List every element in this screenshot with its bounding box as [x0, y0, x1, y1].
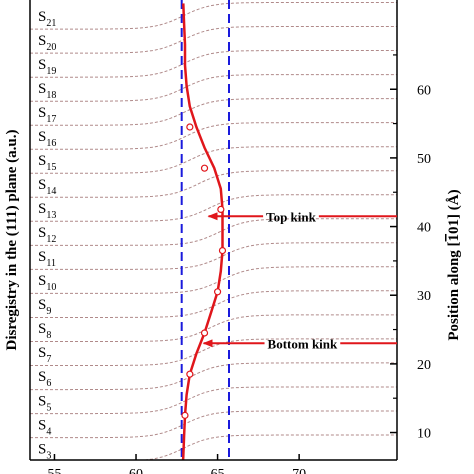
dislocation-marker [186, 370, 194, 378]
kink-annotation-label: Top kink [266, 209, 317, 224]
dislocation-line [181, 3, 227, 460]
slice-label: S12 [38, 225, 56, 245]
disregistry-curve [30, 266, 397, 294]
reference-lines [180, 0, 230, 460]
disregistry-curve [30, 146, 397, 174]
y-axis-label-left: Disregistry in the (111) plane (a.u.) [4, 130, 20, 351]
x-tick-label: 60 [129, 467, 143, 474]
x-tick-label: 55 [47, 467, 61, 474]
slice-label: S21 [38, 9, 56, 29]
y-tick-label: 60 [417, 83, 431, 98]
dislocation-marker [218, 246, 227, 255]
x-tick-label: 70 [292, 467, 306, 474]
y-axis-label-right: Position along [101] (Å) [446, 189, 462, 340]
disregistry-curve [30, 26, 397, 54]
slice-label: S6 [38, 369, 51, 389]
disregistry-curve [30, 98, 397, 126]
y-tick-label: 40 [417, 221, 431, 236]
slice-label: S19 [38, 57, 56, 77]
dislocation-line-path [181, 3, 224, 460]
disregistry-curve [30, 170, 397, 198]
slice-label: S11 [38, 249, 56, 269]
disregistry-curve [30, 362, 397, 391]
slice-label: S14 [38, 177, 56, 197]
disregistry-curve [30, 2, 397, 30]
dislocation-marker [200, 329, 209, 337]
y-tick-label: 10 [417, 427, 431, 442]
slice-label: S7 [38, 345, 51, 365]
x-tick-label: 65 [211, 467, 225, 474]
slice-label: S13 [38, 201, 56, 221]
slice-label: S5 [38, 393, 51, 413]
dislocation-marker [200, 164, 209, 172]
slice-label: S15 [38, 153, 56, 173]
slice-label: S20 [38, 33, 56, 53]
disregistry-curve [30, 338, 397, 366]
disregistry-curve [30, 386, 397, 415]
y-tick-label: 20 [417, 358, 431, 373]
slice-labels: S3 S4 S5 S6 S7 S8 S9 S10 S11 S12 S13 S14 S15 S16 S17 S1… [38, 9, 56, 462]
slice-label: S3 [38, 441, 51, 461]
dislocation-marker [213, 288, 222, 296]
slice-label: S4 [38, 417, 51, 437]
disregistry-curve [30, 242, 397, 270]
kink-annotation-label: Bottom kink [268, 336, 338, 351]
dislocation-marker [186, 123, 194, 131]
slice-label: S10 [38, 273, 56, 293]
slice-label: S16 [38, 129, 56, 149]
dislocation-marker [181, 411, 189, 419]
disregistry-curve [30, 314, 397, 342]
slice-label: S8 [38, 321, 51, 341]
slice-label: S9 [38, 297, 51, 317]
disregistry-curve [30, 74, 397, 102]
slice-label: S18 [38, 81, 56, 101]
disregistry-curve [140, 434, 397, 460]
y-tick-label: 30 [417, 289, 431, 304]
disregistry-curve [30, 50, 397, 78]
disregistry-curve [30, 218, 397, 246]
disregistry-curve [30, 194, 397, 222]
dislocation-marker [217, 205, 225, 214]
disregistry-curve [30, 122, 397, 150]
annotations: Top kink Bottom kink [202, 209, 397, 351]
axes: 10 20 30 40 50 60 55 60 65 70 [29, 0, 431, 474]
disregistry-curve [30, 410, 397, 439]
y-tick-label: 50 [417, 152, 431, 167]
slice-label: S17 [38, 105, 56, 125]
disregistry-curves [30, 2, 397, 460]
